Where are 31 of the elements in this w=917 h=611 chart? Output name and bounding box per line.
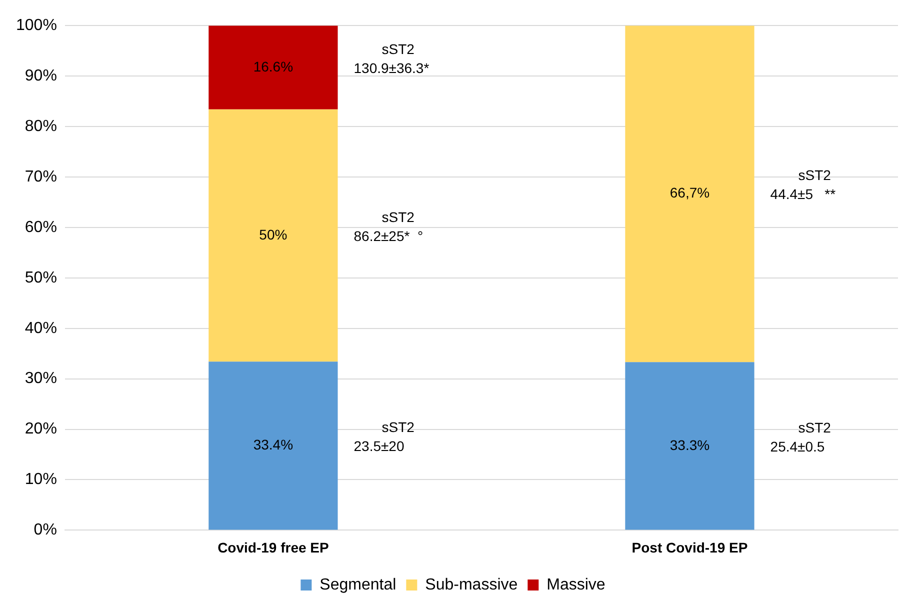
y-tick-label: 30% <box>24 370 57 388</box>
annotation: sST2 86.2±25* ° <box>354 208 424 244</box>
bar <box>208 362 338 530</box>
y-tick-label: 0% <box>34 522 57 539</box>
data-label: 33.3% <box>670 436 710 453</box>
y-tick-label: 50% <box>24 269 57 286</box>
y-tick-label: 10% <box>24 471 57 488</box>
bar <box>208 26 338 110</box>
y-tick-label: 60% <box>24 218 57 236</box>
y-tick-label: 20% <box>24 420 57 438</box>
bar <box>208 109 338 362</box>
legend-label: Massive <box>546 576 606 594</box>
y-tick-label: 40% <box>24 320 57 337</box>
annotation: sST2 130.9±36.3* <box>354 40 430 76</box>
annotation: sST2 23.5±20 <box>354 419 415 454</box>
annotation: sST2 44.4±5 ** <box>770 167 836 202</box>
data-label: 16.6% <box>253 58 294 74</box>
bar <box>625 362 754 530</box>
data-label: 66,7% <box>670 184 710 201</box>
x-tick-label: Post Covid-19 EP <box>632 539 748 556</box>
y-tick-label: 90% <box>24 67 57 84</box>
bar <box>625 26 754 362</box>
data-label: 50% <box>259 226 288 242</box>
data-label: 33.4% <box>253 436 294 453</box>
x-tick-label: Covid-19 free EP <box>218 539 329 556</box>
y-tick-label: 80% <box>24 118 57 135</box>
legend-label: Segmental <box>320 576 396 594</box>
legend-label: Sub-massive <box>425 576 518 594</box>
annotation: sST2 25.4±0.5 <box>770 419 832 454</box>
y-tick-label: 70% <box>24 168 57 186</box>
y-tick-label: 100% <box>16 17 57 34</box>
